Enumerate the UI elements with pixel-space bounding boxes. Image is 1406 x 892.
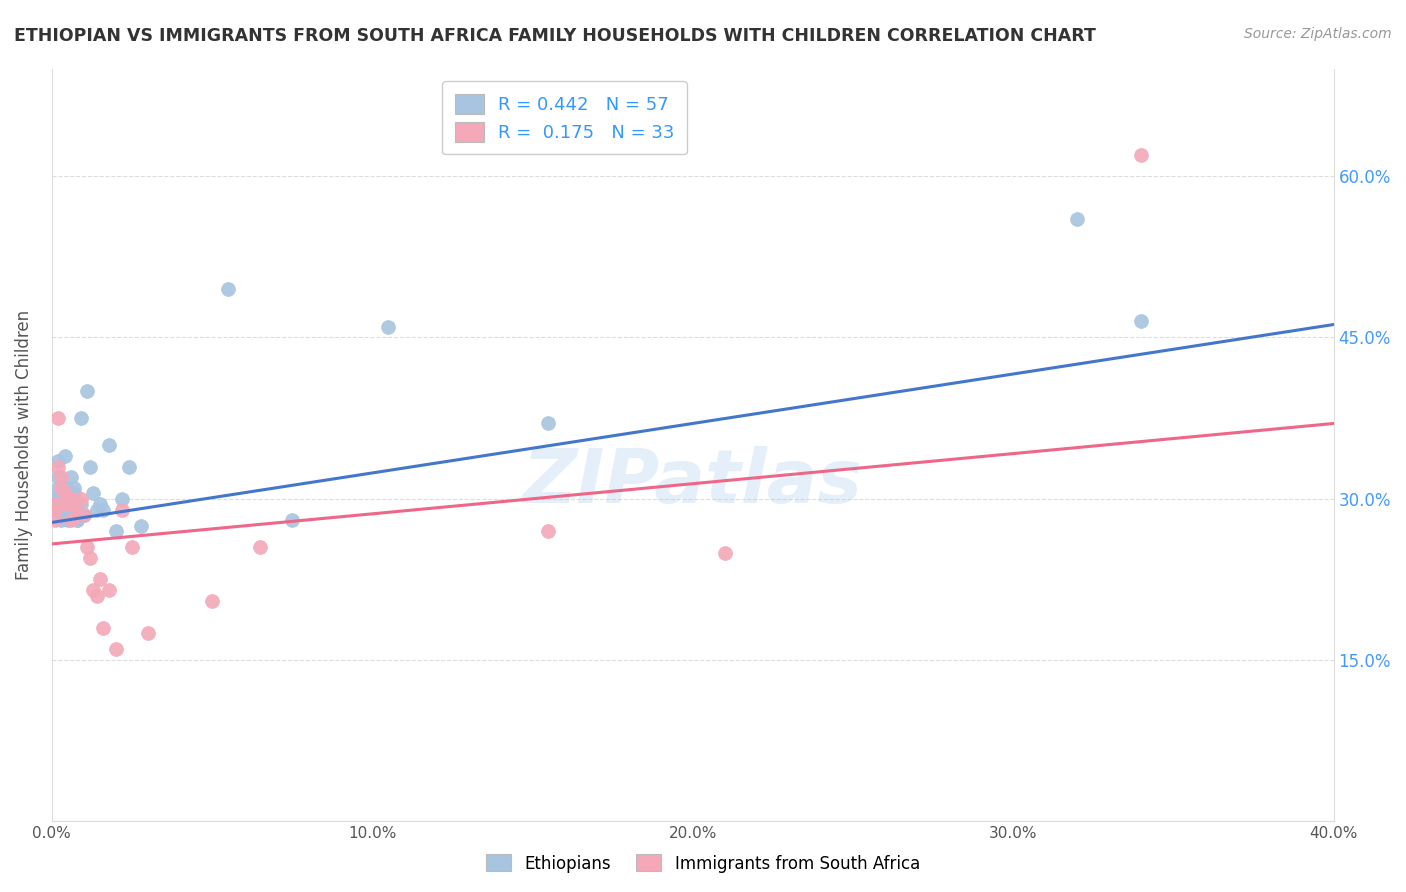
Point [51,470,73,484]
Point [73,508,96,522]
Point [53,491,76,506]
Point [56,491,79,506]
Point [249,540,271,554]
Point [56,497,79,511]
Point [104,642,127,657]
Point [69,497,91,511]
Point [59,470,82,484]
Point [86,589,108,603]
Point [82,583,104,598]
Point [73,508,96,522]
Point [46,459,69,474]
Point [51,502,73,516]
Point [46,470,69,484]
Point [118,459,141,474]
Point [59,491,82,506]
Point [51,491,73,506]
Point [51,508,73,522]
Point [82,486,104,500]
Point [44,502,66,516]
Point [66,502,89,516]
Point [56,486,79,500]
Point [98,438,121,452]
Point [59,486,82,500]
Point [56,497,79,511]
Point [537,417,560,431]
Point [63,497,86,511]
Point [1130,314,1153,328]
Point [111,502,134,516]
Point [76,540,98,554]
Point [131,518,153,533]
Legend: Ethiopians, Immigrants from South Africa: Ethiopians, Immigrants from South Africa [479,847,927,880]
Point [377,319,399,334]
Point [51,481,73,495]
Point [104,524,127,538]
Point [537,524,560,538]
Text: Source: ZipAtlas.com: Source: ZipAtlas.com [1244,27,1392,41]
Point [63,486,86,500]
Point [63,502,86,516]
Point [69,491,91,506]
Point [46,491,69,506]
Point [98,583,121,598]
Point [46,454,69,468]
Point [56,508,79,522]
Point [46,411,69,425]
Point [86,502,108,516]
Point [59,497,82,511]
Point [53,486,76,500]
Point [1130,147,1153,161]
Point [44,497,66,511]
Point [79,550,101,565]
Point [44,497,66,511]
Point [713,545,735,559]
Y-axis label: Family Households with Children: Family Households with Children [15,310,32,580]
Point [76,384,98,399]
Point [91,621,114,635]
Point [59,491,82,506]
Point [1066,212,1088,227]
Point [111,491,134,506]
Point [89,573,111,587]
Legend: R = 0.442   N = 57, R =  0.175   N = 33: R = 0.442 N = 57, R = 0.175 N = 33 [441,81,688,154]
Point [53,497,76,511]
Point [63,481,86,495]
Point [66,508,89,522]
Point [217,282,239,296]
Point [59,513,82,527]
Point [69,411,91,425]
Point [56,513,79,527]
Point [89,497,111,511]
Point [56,486,79,500]
Point [281,513,304,527]
Point [59,508,82,522]
Point [51,486,73,500]
Point [46,481,69,495]
Point [53,508,76,522]
Point [66,513,89,527]
Point [44,491,66,506]
Text: ETHIOPIAN VS IMMIGRANTS FROM SOUTH AFRICA FAMILY HOUSEHOLDS WITH CHILDREN CORREL: ETHIOPIAN VS IMMIGRANTS FROM SOUTH AFRIC… [14,27,1095,45]
Point [69,508,91,522]
Point [51,513,73,527]
Point [44,502,66,516]
Point [53,481,76,495]
Text: ZIPatlas: ZIPatlas [523,446,863,519]
Point [201,594,224,608]
Point [51,497,73,511]
Point [136,626,159,640]
Point [121,540,143,554]
Point [91,502,114,516]
Point [66,513,89,527]
Point [53,502,76,516]
Point [53,449,76,463]
Point [63,497,86,511]
Point [56,497,79,511]
Point [79,459,101,474]
Point [44,513,66,527]
